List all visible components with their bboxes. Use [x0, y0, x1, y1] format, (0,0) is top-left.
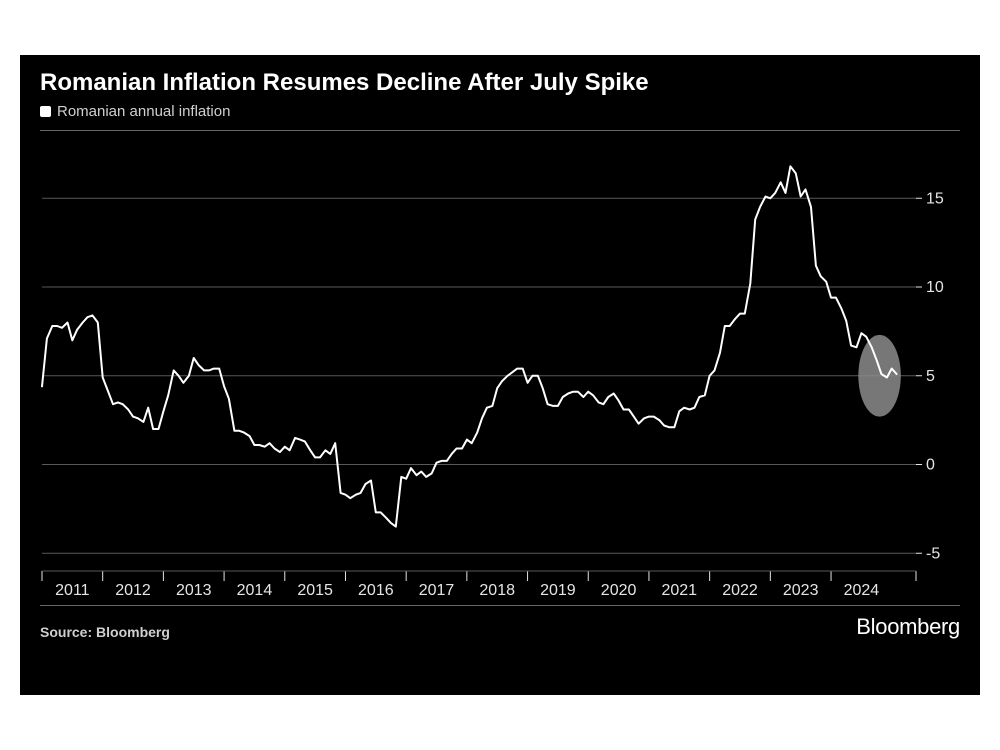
chart-card: Romanian Inflation Resumes Decline After… [20, 55, 980, 695]
svg-text:2021: 2021 [661, 582, 697, 599]
svg-text:2015: 2015 [297, 582, 333, 599]
divider-bottom [40, 605, 960, 606]
brand-label: Bloomberg [856, 614, 960, 640]
svg-text:10: 10 [926, 279, 944, 296]
legend-marker-icon [40, 106, 51, 117]
source-label: Source: Bloomberg [40, 624, 170, 640]
svg-text:2020: 2020 [601, 582, 637, 599]
svg-text:2018: 2018 [479, 582, 515, 599]
svg-text:0: 0 [926, 457, 935, 474]
svg-text:2016: 2016 [358, 582, 394, 599]
svg-text:2023: 2023 [783, 582, 819, 599]
svg-text:2019: 2019 [540, 582, 576, 599]
legend-label: Romanian annual inflation [57, 103, 230, 120]
chart-title: Romanian Inflation Resumes Decline After… [40, 69, 960, 97]
svg-text:-5: -5 [926, 545, 940, 562]
svg-text:2014: 2014 [237, 582, 273, 599]
svg-text:2012: 2012 [115, 582, 151, 599]
svg-text:2022: 2022 [722, 582, 758, 599]
divider-top [40, 130, 960, 131]
svg-text:2024: 2024 [844, 582, 880, 599]
svg-text:2013: 2013 [176, 582, 212, 599]
chart-footer: Source: Bloomberg Bloomberg [40, 614, 960, 640]
plot-area: -5 0 5 10 15 2011 2012 2013 2014 2015 2016 2017 2018… [40, 135, 960, 605]
chart-legend: Romanian annual inflation [40, 103, 960, 126]
svg-text:2011: 2011 [55, 582, 90, 599]
svg-text:15: 15 [926, 190, 944, 207]
outer-frame: Romanian Inflation Resumes Decline After… [0, 0, 1000, 750]
line-chart-svg: -5 0 5 10 15 2011 2012 2013 2014 2015 2016 2017 2018… [40, 135, 960, 605]
svg-text:5: 5 [926, 368, 935, 385]
svg-text:2017: 2017 [419, 582, 455, 599]
